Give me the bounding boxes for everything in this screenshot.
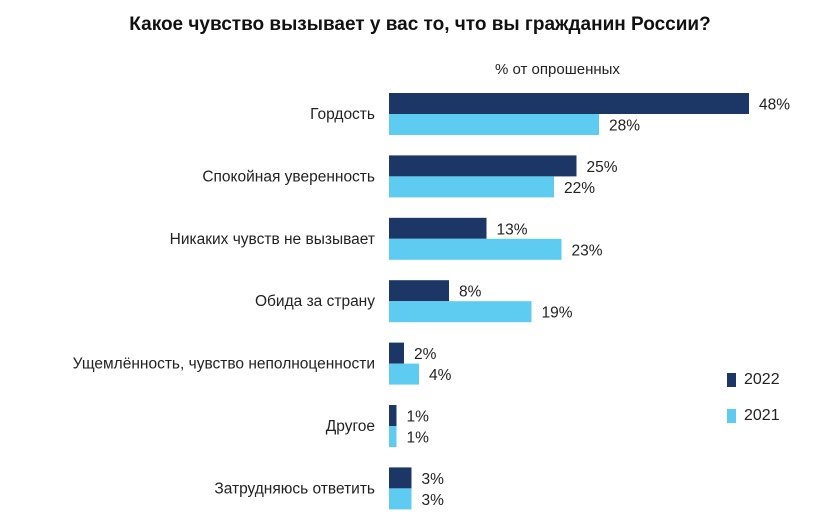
bar-2022-спокойная-уверенность [389,155,577,177]
bar-2022-затрудняюсь-ответить [389,467,412,489]
bar-2021-ущемлённость-чувство-неполноценности [389,363,419,385]
legend: 2022 2021 [727,370,780,442]
data-label-2021: 4% [429,367,452,384]
legend-swatch-2021 [727,409,736,423]
bar-2021-затрудняюсь-ответить [389,488,412,510]
data-label-2022: 8% [459,284,482,301]
category-label: Гордость [310,106,375,123]
data-label-2022: 48% [759,97,790,114]
bar-2021-спокойная-уверенность [389,176,554,198]
data-label-2022: 13% [497,221,528,238]
legend-swatch-2022 [727,373,736,387]
bar-2021-обида-за-страну [389,301,532,323]
bar-2022-другое [389,405,397,426]
data-label-2021: 1% [407,430,430,447]
data-label-2022: 2% [414,346,437,363]
data-label-2022: 3% [422,471,445,488]
category-label: Обида за страну [255,293,375,310]
legend-label-2022: 2022 [744,371,780,388]
legend-item-2021: 2021 [727,406,780,426]
bar-2021-гордость [389,114,599,135]
category-label: Спокойная уверенность [202,168,375,185]
category-label: Никаких чувств не вызывает [170,231,375,248]
chart-title: Какое чувство вызывает у вас то, что вы … [129,14,711,35]
legend-item-2022: 2022 [727,370,780,390]
category-label: Другое [326,418,375,435]
bar-2022-гордость [389,93,749,114]
bar-2022-обида-за-страну [389,280,449,302]
data-label-2021: 28% [609,118,640,135]
data-label-2021: 3% [422,492,445,509]
data-label-2021: 23% [572,242,603,259]
data-label-2022: 25% [587,159,618,176]
bar-2021-другое [389,426,397,447]
category-label: Ущемлённость, чувство неполноценности [73,356,375,373]
legend-label-2021: 2021 [744,407,780,424]
data-label-2022: 1% [407,409,430,426]
unit-label: % от опрошенных [495,61,620,78]
bar-2022-ущемлённость-чувство-неполноценности [389,342,404,364]
bar-2021-никаких-чувств-не-вызывает [389,238,562,260]
category-label: Затрудняюсь ответить [214,480,375,497]
data-label-2021: 22% [564,180,595,197]
bar-2022-никаких-чувств-не-вызывает [389,217,487,239]
data-label-2021: 19% [542,305,573,322]
